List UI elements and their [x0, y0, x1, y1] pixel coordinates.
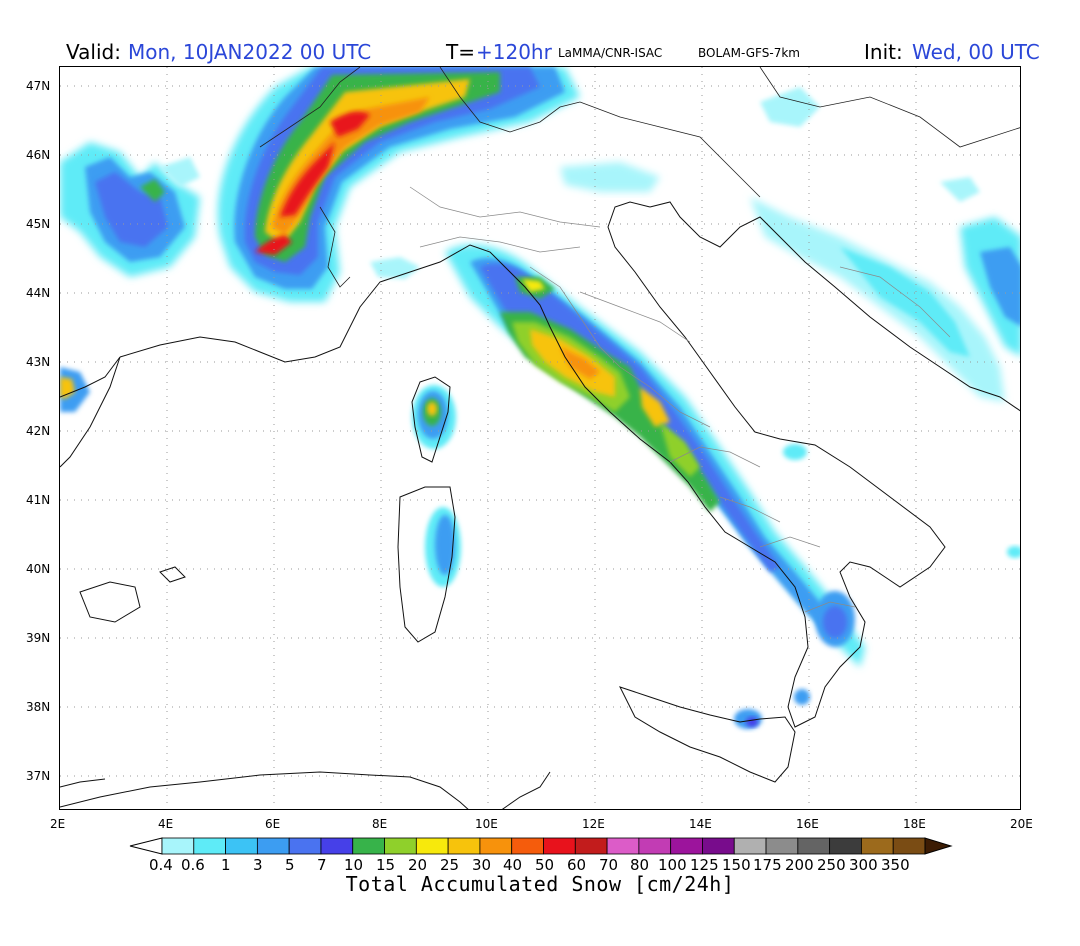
colorbar-level-label: 200 [785, 856, 814, 874]
lat-label-39n: 39N [26, 631, 51, 645]
lat-label-45n: 45N [26, 217, 51, 231]
colorbar-swatch [797, 837, 831, 855]
lat-label-38n: 38N [26, 700, 51, 714]
lon-label-10e: 10E [475, 817, 498, 831]
lon-label-8e: 8E [372, 817, 388, 831]
colorbar-level-label: 30 [472, 856, 492, 874]
lat-label-40n: 40N [26, 562, 51, 576]
colorbar-swatch [256, 837, 290, 855]
colorbar-level-label: 40 [503, 856, 523, 874]
model-label: BOLAM-GFS-7km [698, 46, 800, 60]
colorbar-level-label: 1 [221, 856, 231, 874]
colorbar-level-label: 125 [690, 856, 719, 874]
colorbar-level-label: 150 [722, 856, 751, 874]
colorbar-swatch [193, 837, 226, 855]
colorbar-swatch [638, 837, 672, 855]
colorbar-level-label: 0.6 [181, 856, 205, 874]
colorbar-swatch [320, 837, 354, 855]
snow-field-balkans [160, 87, 1020, 402]
grid-lines [60, 67, 1020, 809]
colorbar-max-arrow [924, 837, 953, 855]
colorbar-swatch [288, 837, 322, 855]
colorbar-swatch [384, 837, 417, 855]
init-label: Init: [864, 40, 903, 64]
forecast-hour-label: T= [446, 40, 475, 64]
snow-map [59, 66, 1021, 810]
colorbar-level-label: 10 [344, 856, 364, 874]
colorbar-swatch [161, 837, 195, 855]
snow-field-west [60, 142, 200, 412]
coastlines [60, 201, 1020, 809]
colorbar-min-arrow [129, 837, 163, 855]
map-canvas [60, 67, 1020, 809]
colorbar-swatch [606, 837, 640, 855]
colorbar-level-label: 5 [285, 856, 295, 874]
colorbar-level-label: 25 [440, 856, 460, 874]
snow-field-alps [217, 67, 581, 302]
colorbar-swatch [892, 837, 926, 855]
colorbar-level-label: 15 [376, 856, 396, 874]
colorbar-swatch [225, 837, 258, 855]
lat-label-46n: 46N [26, 148, 51, 162]
lon-label-14e: 14E [689, 817, 712, 831]
lat-label-43n: 43N [26, 355, 51, 369]
lat-label-42n: 42N [26, 424, 51, 438]
colorbar-level-label: 50 [535, 856, 555, 874]
lon-label-12e: 12E [582, 817, 605, 831]
valid-label: Valid: [66, 40, 121, 64]
country-borders [259, 67, 1020, 288]
forecast-hour-value: +120hr [476, 40, 552, 64]
colorbar-level-label: 60 [567, 856, 587, 874]
colorbar-swatch [765, 837, 799, 855]
colorbar-level-label: 250 [817, 856, 846, 874]
colorbar-swatch [702, 837, 735, 855]
colorbar-swatch [352, 837, 385, 855]
colorbar-level-label: 70 [599, 856, 619, 874]
colorbar-level-label: 350 [881, 856, 910, 874]
lat-label-41n: 41N [26, 493, 51, 507]
map-header: Valid: Mon, 10JAN2022 00 UTC T= +120hr L… [0, 40, 1080, 66]
colorbar-title: Total Accumulated Snow [cm/24h] [345, 872, 735, 896]
colorbar-swatch [415, 837, 449, 855]
colorbar-level-label: 3 [253, 856, 263, 874]
lat-label-44n: 44N [26, 286, 51, 300]
lon-label-20e: 20E [1010, 817, 1033, 831]
colorbar-swatch [733, 837, 767, 855]
lon-label-6e: 6E [265, 817, 281, 831]
colorbar-swatch [511, 837, 544, 855]
snow-field-south [734, 444, 1020, 729]
colorbar-level-label: 100 [658, 856, 687, 874]
colorbar-swatch [479, 837, 513, 855]
lon-label-16e: 16E [796, 817, 819, 831]
colorbar-swatch [829, 837, 862, 855]
colorbar-level-label: 80 [630, 856, 650, 874]
lon-label-4e: 4E [158, 817, 174, 831]
lon-label-18e: 18E [903, 817, 926, 831]
colorbar-level-label: 0.4 [149, 856, 173, 874]
lon-label-2e: 2E [50, 817, 66, 831]
colorbar-swatch [447, 837, 481, 855]
colorbar-level-label: 300 [849, 856, 878, 874]
snow-field-islands [412, 385, 461, 587]
lat-label-37n: 37N [26, 769, 51, 783]
init-value: Wed, 00 UTC [912, 40, 1040, 64]
colorbar-swatch [543, 837, 576, 855]
valid-value: Mon, 10JAN2022 00 UTC [128, 40, 372, 64]
colorbar-swatch [861, 837, 894, 855]
lat-label-47n: 47N [26, 79, 51, 93]
colorbar-level-label: 20 [408, 856, 428, 874]
colorbar-level-label: 7 [317, 856, 327, 874]
colorbar-swatch [670, 837, 703, 855]
colorbar-level-label: 175 [753, 856, 782, 874]
source-label: LaMMA/CNR-ISAC [558, 46, 663, 60]
regional-borders [409, 186, 951, 613]
colorbar-swatch [574, 837, 608, 855]
